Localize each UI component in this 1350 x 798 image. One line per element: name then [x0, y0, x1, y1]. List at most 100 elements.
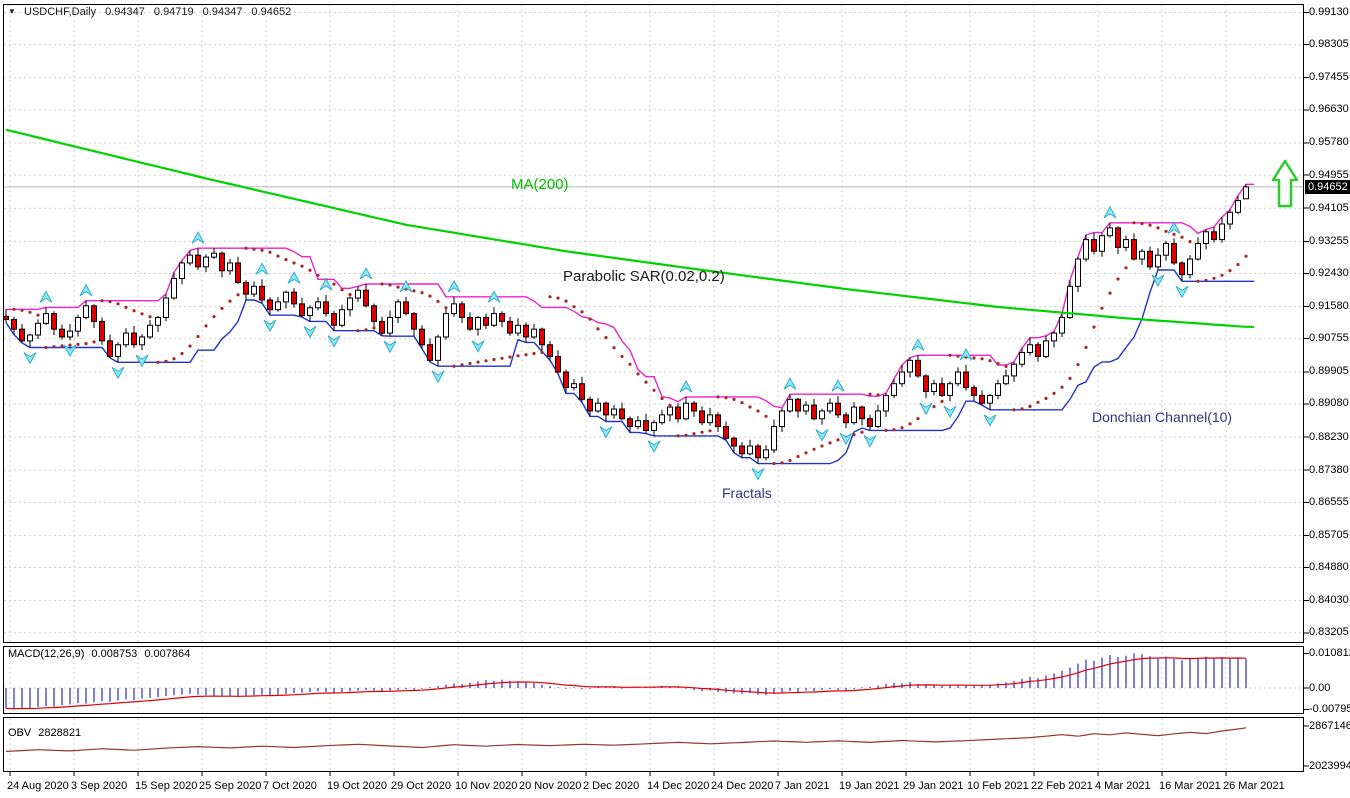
candle-body	[147, 324, 153, 338]
candle-body	[411, 313, 417, 330]
candle-body	[355, 289, 361, 299]
candle-body	[907, 359, 913, 373]
date-tick-label: 20 Nov 2020	[519, 780, 582, 792]
candle-body	[339, 309, 345, 326]
parabolic-sar-dot	[292, 261, 296, 265]
parabolic-sar-dot	[916, 417, 920, 421]
candle-body	[1131, 239, 1137, 260]
fractal-up-arrow	[831, 379, 845, 392]
price-tick-label: 0.88230	[1309, 430, 1349, 443]
parabolic-sar-dot	[860, 430, 864, 434]
low-value: 0.94347	[202, 6, 243, 18]
candle-body	[235, 262, 241, 283]
parabolic-sar-dot	[156, 360, 160, 364]
parabolic-sar-dot	[668, 403, 672, 407]
candle-body	[35, 322, 41, 336]
parabolic-sar-dot	[116, 302, 120, 306]
candle-body	[883, 394, 889, 412]
parabolic-sar-dot	[1220, 273, 1224, 277]
candle-body	[563, 371, 569, 389]
parabolic-sar-dot	[76, 342, 80, 346]
parabolic-sar-dot	[940, 399, 944, 403]
parabolic-sar-dot	[1100, 306, 1104, 310]
parabolic-sar-dot	[732, 397, 736, 401]
candle-body	[915, 359, 921, 377]
parabolic-sar-dot	[476, 360, 480, 364]
macd-tick-label: 0.010812	[1309, 647, 1350, 659]
parabolic-sar-dot	[388, 283, 392, 287]
candle-body	[507, 320, 513, 334]
candle-body	[123, 332, 129, 346]
fractal-down-arrow	[63, 344, 77, 358]
candle-body	[675, 406, 681, 420]
candle-body	[803, 404, 809, 412]
candle-body	[155, 316, 161, 326]
candle-body	[211, 252, 217, 258]
parabolic-sar-dot	[1044, 396, 1048, 400]
parabolic-sar-dot	[356, 329, 360, 333]
candle-body	[867, 418, 873, 428]
parabolic-sar-dot	[700, 430, 704, 434]
parabolic-sar-dot	[148, 315, 152, 319]
price-tick-label: 0.86555	[1309, 495, 1349, 508]
parabolic-sar-dot	[220, 306, 224, 310]
candle-body	[275, 301, 281, 311]
parabolic-sar-dot	[932, 405, 936, 409]
parabolic-sar-dot	[820, 444, 824, 448]
candle-body	[1075, 258, 1081, 287]
price-tick-label: 0.95780	[1309, 136, 1349, 149]
parabolic-sar-dot	[772, 462, 776, 466]
parabolic-sar-dot	[540, 350, 544, 354]
candle-body	[131, 332, 137, 346]
macd-name: MACD(12,26,9)	[8, 648, 85, 660]
fractal-up-arrow	[1103, 205, 1117, 219]
parabolic-sar-dot	[460, 363, 464, 367]
fractal-up-arrow	[399, 279, 413, 293]
donchian-upper-line	[6, 183, 1254, 409]
candle-body	[947, 383, 953, 396]
candle-body	[11, 318, 17, 330]
donchian-lower-line	[5, 269, 1254, 465]
candle-body	[115, 344, 121, 357]
date-tick-label: 19 Jan 2021	[839, 780, 900, 792]
candle-body	[875, 410, 881, 428]
price-tick-label: 0.89905	[1309, 365, 1349, 378]
candle-body	[571, 383, 577, 389]
candle-body	[1027, 344, 1033, 354]
parabolic-sar-dot	[1028, 404, 1032, 408]
candle-body	[1099, 235, 1105, 252]
parabolic-sar-dot	[596, 327, 600, 331]
parabolic-sar-dot	[28, 310, 32, 314]
candle-body	[1123, 239, 1129, 248]
price-tick-label: 0.91580	[1309, 300, 1349, 313]
parabolic-sar-dot	[364, 328, 368, 332]
candle-body	[475, 316, 481, 330]
parabolic-sar-dot	[892, 428, 896, 432]
parabolic-sar-dot	[180, 351, 184, 356]
fractal-up-arrow	[79, 283, 93, 297]
candle-body	[1219, 223, 1225, 241]
parabolic-sar-dot	[228, 299, 232, 303]
symbol-dropdown-icon[interactable]: ▼	[8, 7, 16, 16]
candle-body	[59, 328, 65, 338]
parabolic-sar-dot	[300, 264, 304, 268]
candle-body	[419, 328, 425, 346]
fractal-down-arrow	[599, 426, 613, 439]
parabolic-sar-dot	[420, 291, 424, 295]
parabolic-sar-dot	[332, 282, 336, 286]
fractal-down-arrow	[751, 468, 765, 481]
parabolic-sar-dot	[20, 308, 24, 312]
macd-tick-label: -0.007951	[1309, 703, 1350, 715]
candle-body	[787, 398, 793, 412]
candle-body	[139, 336, 145, 346]
parabolic-sar-dot	[900, 426, 904, 430]
fractal-down-arrow	[327, 335, 341, 348]
obv-indicator-label: OBV 2828821	[8, 727, 88, 739]
parabolic-sar-dot	[204, 324, 208, 328]
fractal-down-arrow	[839, 432, 853, 446]
parabolic-sar-dot	[196, 334, 200, 339]
parabolic-sar-dot	[604, 336, 608, 340]
fractal-down-arrow	[303, 325, 317, 339]
obv-line	[5, 727, 1247, 753]
